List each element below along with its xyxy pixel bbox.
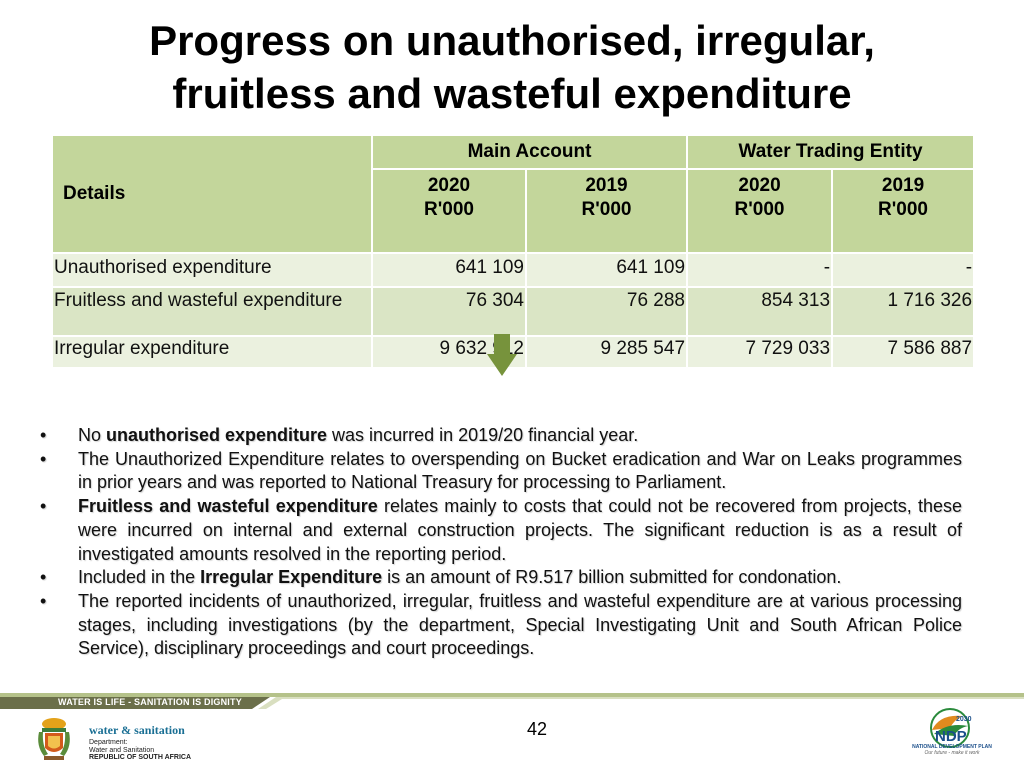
row-label: Irregular expenditure [51,335,373,369]
table-cell: 9 285 547 [524,335,689,369]
unit-label: R'000 [734,199,785,220]
table-cell: 76 304 [371,286,527,337]
row-label: Fruitless and wasteful expenditure [51,286,373,337]
bullet-bold-text: unauthorised expenditure [106,425,328,445]
bullet-dot: • [40,448,47,469]
table-cell: 641 109 [524,252,689,288]
unit-label: R'000 [581,199,632,220]
dept-line: REPUBLIC OF SOUTH AFRICA [89,754,192,761]
bullet-text: relates mainly to costs that could not b… [78,496,962,564]
table-cell: 7 729 033 [686,335,834,369]
bullet-bold-text: Irregular Expenditure [200,567,383,588]
title-line-2: fruitless and wasteful expenditure [172,70,852,117]
bullet-text: was incurred in 2019/20 financial year. [327,425,639,445]
bullet-dot: • [40,425,47,445]
year-label: 2019 [881,175,925,196]
bullet-text: The Unauthorized Expenditure relates to … [78,448,962,493]
table-cell: - [831,252,976,288]
year-header: 2019 R'000 [524,168,689,254]
footer-slogan: WATER IS LIFE - SANITATION IS DIGNITY [58,697,242,707]
dept-line: Water and Sanitation [89,746,155,754]
dept-line: Department: [89,739,128,746]
bullet-list: • No unauthorised expenditure was incurre… [40,424,962,661]
year-header: 2020 R'000 [686,168,834,254]
year-label: 2020 [738,175,781,196]
bullet-item: • The Unauthorized Expenditure relates to… [40,448,962,495]
bullet-item: • The reported incidents of unauthorized,… [40,590,962,661]
bullet-text: Included in the [78,567,201,588]
table-row: Unauthorised expenditure 641 109 641 109… [51,252,976,288]
down-arrow-icon [487,334,517,376]
bullet-bold-text: Fruitless and wasteful expenditure [78,496,378,517]
table-row: Irregular expenditure 9 632 912 9 285 54… [51,335,976,369]
table-cell: 7 586 887 [831,335,976,369]
dept-name: Department: Water and Sanitation REPUBLI… [89,739,191,762]
bullet-item: • No unauthorised expenditure was incurre… [40,424,962,448]
ndp-name: NATIONAL DEVELOPMENT PLAN [912,744,992,750]
coat-of-arms-icon [38,718,70,760]
ndp-tagline: Our future - make it work [924,750,980,756]
dept-title: water & sanitation [89,723,185,737]
bullet-dot: • [40,590,47,611]
year-header: 2019 R'000 [831,168,976,254]
bullet-dot: • [40,496,47,517]
main-account-header: Main Account [370,134,689,170]
table-cell: 1 716 326 [831,286,976,337]
title-line-1: Progress on unauthorised, irregular, [149,17,875,64]
table-cell: 854 313 [686,286,834,337]
bullet-dot: • [40,567,47,588]
table-row: Fruitless and wasteful expenditure 76 30… [51,286,976,337]
row-label: Unauthorised expenditure [51,252,373,288]
ndp-logo-text: NDP [935,728,967,745]
details-header: Details [51,134,373,254]
table-cell: 641 109 [371,252,527,288]
bullet-item: • Fruitless and wasteful expenditure rela… [40,495,962,566]
footer-bar [0,693,1024,709]
table-group-header-row: Details Main Account Water Trading Entit… [51,134,976,254]
ndp-logo-icon: 2030 NDP [930,708,972,748]
bullet-text: is an amount of R9.517 billion submitted… [382,567,842,588]
unit-label: R'000 [878,199,928,220]
ndp-caption: NATIONAL DEVELOPMENT PLAN Our future - m… [912,744,992,756]
slide-title: Progress on unauthorised, irregular, fru… [0,14,1024,120]
unit-label: R'000 [424,199,474,220]
year-label: 2019 [585,175,628,196]
expenditure-table: Details Main Account Water Trading Entit… [51,134,976,369]
water-trading-entity-header: Water Trading Entity [686,134,976,170]
bullet-text: The reported incidents of unauthorized, … [78,590,962,659]
page-number: 42 [526,719,548,739]
table-cell: - [686,252,834,288]
year-label: 2020 [427,175,471,196]
year-header: 2020 R'000 [371,168,527,254]
table-cell: 76 288 [524,286,689,337]
bullet-text: No [78,425,107,445]
table-year-header-row: 2020 R'000 2019 R'000 2020 R'000 2019 R'000 [52,168,976,254]
ndp-year-badge: 2030 [956,716,972,723]
bullet-item: • Included in the Irregular Expenditure i… [40,566,962,590]
